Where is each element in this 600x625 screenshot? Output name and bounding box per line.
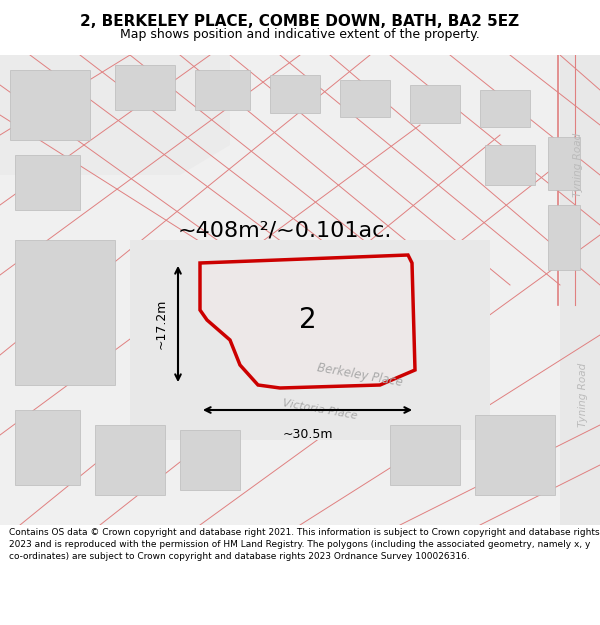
Text: ~408m²/~0.101ac.: ~408m²/~0.101ac.	[178, 220, 392, 240]
Polygon shape	[95, 425, 165, 495]
Polygon shape	[548, 205, 580, 270]
Polygon shape	[475, 415, 555, 495]
Text: Contains OS data © Crown copyright and database right 2021. This information is : Contains OS data © Crown copyright and d…	[9, 528, 599, 561]
Polygon shape	[480, 90, 530, 127]
Polygon shape	[10, 70, 90, 140]
Text: Tyning Road: Tyning Road	[578, 363, 588, 427]
Polygon shape	[115, 65, 175, 110]
Text: ~30.5m: ~30.5m	[282, 428, 333, 441]
Text: ~17.2m: ~17.2m	[155, 299, 168, 349]
Polygon shape	[485, 145, 535, 185]
Text: Tyning Road: Tyning Road	[573, 133, 583, 197]
Polygon shape	[548, 137, 580, 190]
Text: 2, BERKELEY PLACE, COMBE DOWN, BATH, BA2 5EZ: 2, BERKELEY PLACE, COMBE DOWN, BATH, BA2…	[80, 14, 520, 29]
Polygon shape	[180, 430, 240, 490]
Bar	[560, 55, 600, 525]
Polygon shape	[0, 55, 230, 175]
Polygon shape	[15, 155, 80, 210]
Text: Berkeley Place: Berkeley Place	[316, 361, 404, 389]
Polygon shape	[15, 410, 80, 485]
Bar	[130, 240, 490, 440]
Polygon shape	[15, 240, 115, 385]
Polygon shape	[410, 85, 460, 123]
Polygon shape	[195, 70, 250, 110]
Text: Map shows position and indicative extent of the property.: Map shows position and indicative extent…	[120, 28, 480, 41]
Polygon shape	[270, 75, 320, 113]
Polygon shape	[390, 425, 460, 485]
Polygon shape	[340, 80, 390, 117]
Polygon shape	[200, 255, 415, 388]
Text: Victoria Place: Victoria Place	[282, 399, 358, 421]
Text: 2: 2	[299, 306, 317, 334]
